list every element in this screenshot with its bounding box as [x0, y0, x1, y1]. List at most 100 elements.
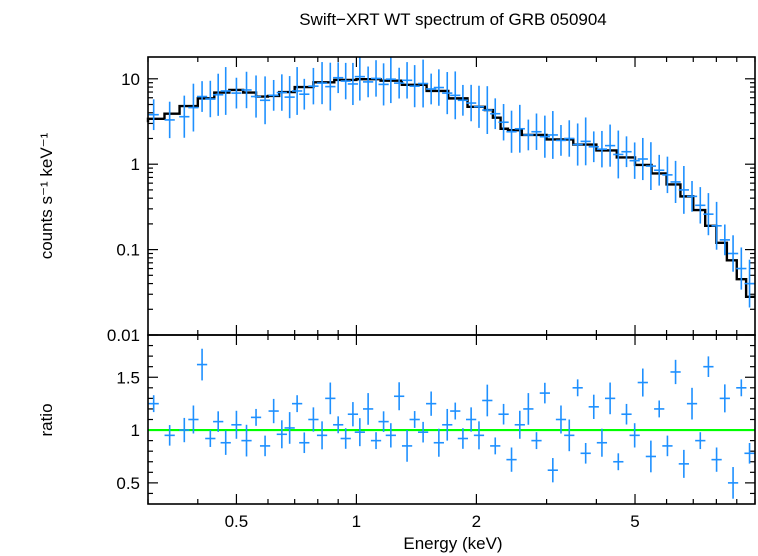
data-point: [316, 421, 328, 450]
data-point: [621, 136, 632, 168]
data-point: [719, 224, 730, 256]
data-point: [325, 62, 336, 111]
data-point: [426, 391, 437, 416]
chart-title: Swift−XRT WT spectrum of GRB 050904: [299, 10, 607, 29]
data-point: [450, 402, 461, 420]
data-point: [523, 119, 534, 151]
data-point: [637, 137, 648, 181]
data-point: [580, 443, 591, 464]
data-point: [498, 104, 509, 141]
x-tick-labels: 0.5 1 2 5: [225, 512, 640, 531]
data-point: [325, 382, 336, 415]
data-point: [547, 458, 558, 483]
bottom-tick-marks: [147, 335, 756, 504]
bottom-y-tick-labels: 0.5 1 1.5: [116, 368, 140, 493]
data-point: [670, 359, 681, 385]
data-point: [268, 79, 279, 111]
data-point: [148, 99, 159, 131]
data-point: [523, 393, 534, 425]
y-tick-label: 1: [131, 421, 140, 440]
data-point: [164, 425, 175, 446]
data-point: [426, 73, 437, 105]
data-point: [164, 101, 175, 139]
y-tick-label: 0.5: [116, 474, 140, 493]
data-point: [547, 111, 558, 159]
data-point: [196, 81, 208, 112]
data-point: [231, 77, 242, 109]
data-point: [506, 447, 517, 472]
bottom-panel: 0.5 1 1.5 0.5 1 2 5 ratio Energy (keV): [37, 334, 756, 553]
data-point: [299, 78, 310, 110]
data-point: [564, 120, 575, 157]
x-tick-label: 5: [630, 512, 639, 531]
data-point: [744, 259, 755, 308]
data-point: [629, 423, 640, 448]
data-point: [736, 247, 747, 290]
data-point: [531, 432, 542, 450]
data-point: [736, 379, 747, 397]
data-point: [670, 160, 681, 203]
x-tick-label: 1: [352, 512, 361, 531]
data-point: [292, 67, 303, 115]
data-point: [259, 76, 271, 125]
y-tick-label: 0.01: [107, 326, 140, 345]
data-point: [250, 408, 262, 426]
data-point: [654, 154, 665, 186]
data-point: [220, 430, 231, 455]
data-point: [354, 57, 365, 101]
y-tick-label: 1: [131, 155, 140, 174]
data-point: [662, 435, 673, 457]
data-point: [316, 62, 328, 105]
data-point: [450, 71, 461, 120]
data-point: [572, 123, 583, 166]
y-tick-label: 10: [121, 70, 140, 89]
data-point: [596, 130, 608, 168]
data-point: [308, 67, 319, 105]
data-point: [695, 187, 706, 224]
data-point: [564, 419, 575, 452]
data-point: [205, 80, 216, 118]
data-point: [457, 84, 469, 116]
bottom-plot-frame: [147, 334, 756, 505]
data-point: [378, 411, 389, 432]
data-point: [473, 85, 485, 128]
y-tick-label: 0.1: [116, 241, 140, 260]
data-point: [196, 348, 208, 381]
data-point: [555, 125, 567, 156]
data-point: [629, 142, 640, 179]
data-point: [378, 63, 389, 106]
data-point: [417, 59, 429, 108]
data-point: [473, 421, 485, 450]
data-point: [284, 412, 295, 444]
top-panel: 0.01 0.1 1 10 counts s⁻¹ keV⁻¹: [37, 56, 756, 345]
data-point: [213, 411, 224, 432]
data-point: [719, 384, 730, 413]
x-tick-label: 2: [472, 512, 481, 531]
data-point: [394, 67, 405, 99]
data-point: [531, 113, 542, 150]
model-step-line: [146, 77, 755, 299]
data-point: [588, 394, 599, 419]
data-point: [340, 428, 351, 449]
data-point: [299, 432, 310, 454]
data-point: [363, 66, 374, 98]
data-point: [613, 453, 624, 471]
data-point: [490, 98, 501, 130]
data-point: [703, 356, 714, 377]
data-point: [385, 423, 396, 448]
data-point: [580, 117, 591, 166]
data-point: [482, 86, 493, 135]
data-point: [417, 421, 429, 443]
data-point: [457, 428, 469, 449]
data-point: [621, 403, 632, 425]
data-point: [539, 115, 550, 158]
data-point: [539, 382, 550, 404]
data-point: [333, 62, 344, 94]
data-point: [409, 65, 420, 108]
data-point: [409, 411, 420, 428]
data-point: [401, 62, 413, 99]
data-point: [370, 432, 382, 450]
data-point: [498, 403, 509, 425]
data-point: [401, 430, 413, 462]
